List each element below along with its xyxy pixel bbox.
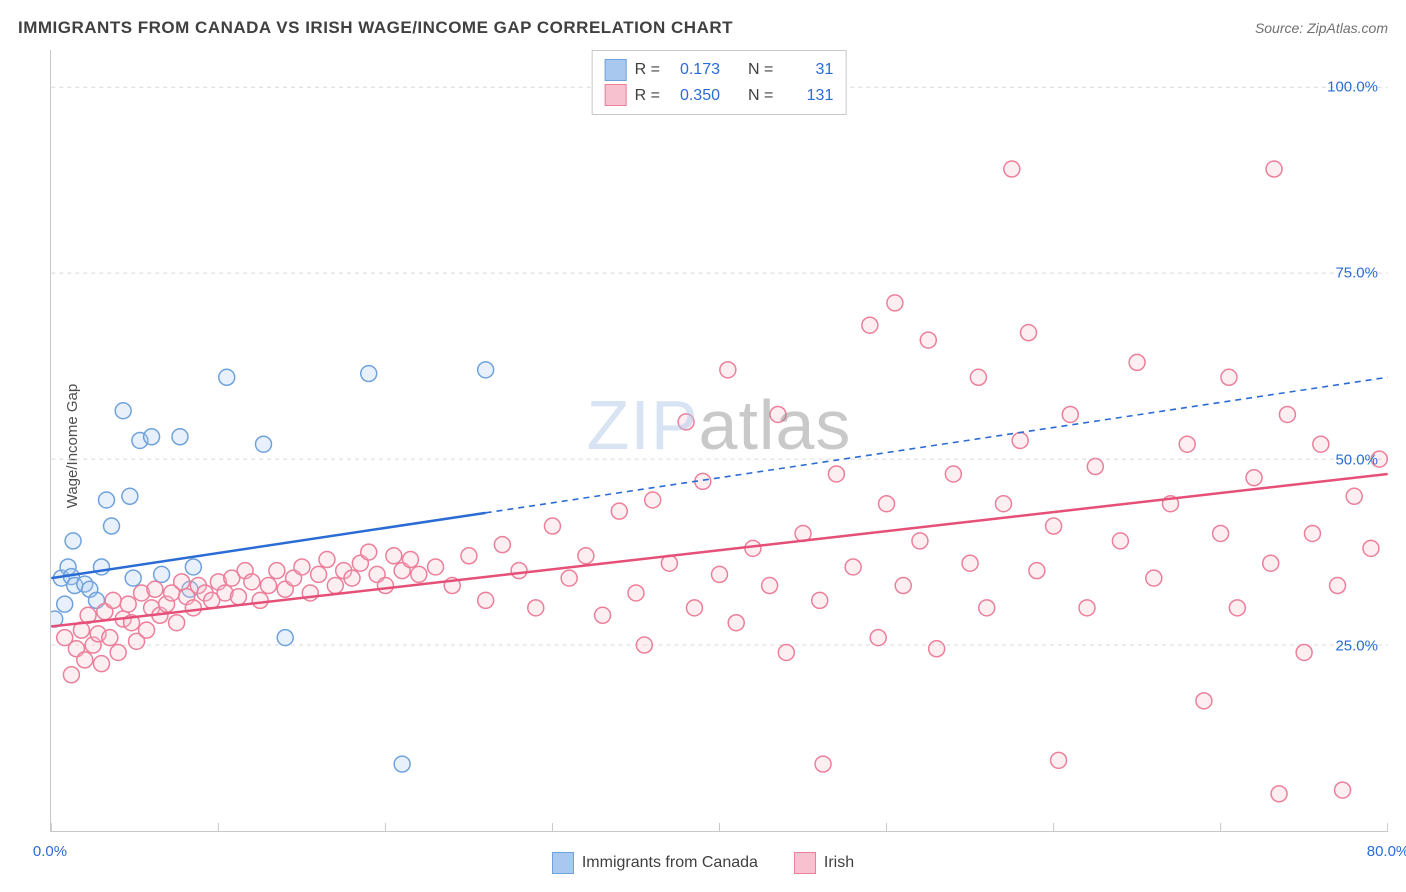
legend-swatch [605,84,627,106]
legend-row: R = 0.173 N = 31 [605,57,834,83]
legend-row: R = 0.350 N = 131 [605,83,834,109]
y-tick-label: 50.0% [1335,451,1378,468]
source-label: Source: ZipAtlas.com [1255,20,1388,36]
legend-r-value: 0.350 [668,83,720,109]
legend-swatch [605,59,627,81]
legend-r-label: R = [635,83,660,109]
legend-r-value: 0.173 [668,57,720,83]
chart-title: IMMIGRANTS FROM CANADA VS IRISH WAGE/INC… [18,18,733,38]
series-legend: Immigrants from Canada Irish [0,852,1406,874]
legend-r-label: R = [635,57,660,83]
legend-n-value: 31 [781,57,833,83]
y-tick-label: 100.0% [1327,79,1378,96]
legend-n-label: N = [748,83,773,109]
scatter-chart [50,50,1388,832]
correlation-legend: R = 0.173 N = 31 R = 0.350 N = 131 [592,50,847,115]
y-tick-label: 75.0% [1335,265,1378,282]
series-label: Immigrants from Canada [582,854,758,872]
series-legend-item: Irish [794,852,854,874]
legend-n-label: N = [748,57,773,83]
legend-n-value: 131 [781,83,833,109]
series-legend-item: Immigrants from Canada [552,852,758,874]
legend-swatch [794,852,816,874]
legend-swatch [552,852,574,874]
plot-area: ZIPatlas 25.0%50.0%75.0%100.0%0.0%80.0% … [50,50,1388,832]
y-tick-label: 25.0% [1335,637,1378,654]
series-label: Irish [824,854,854,872]
